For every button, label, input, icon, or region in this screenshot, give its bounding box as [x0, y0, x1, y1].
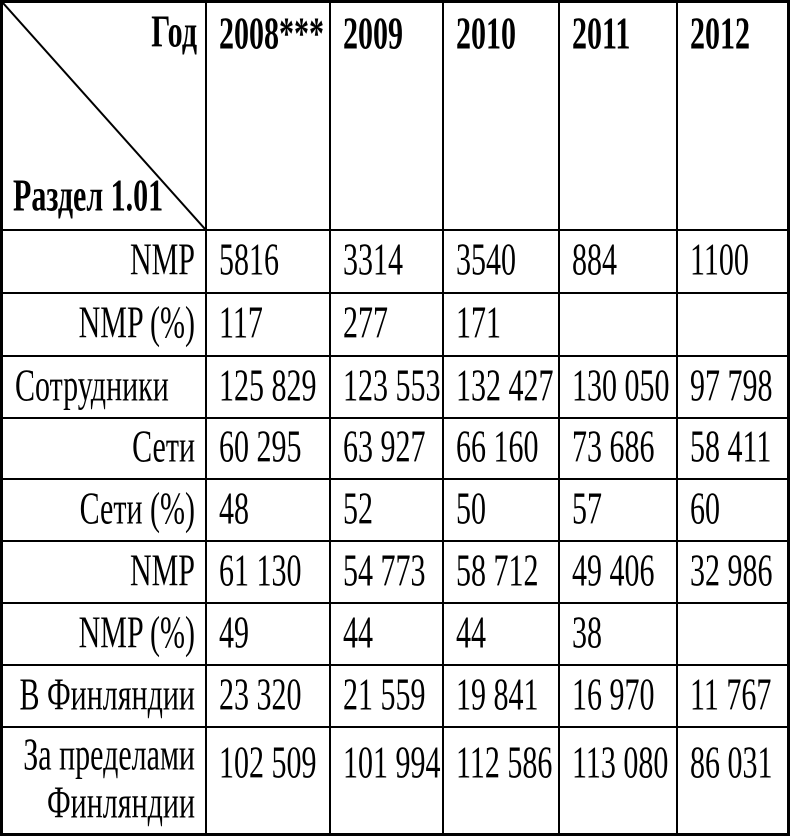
- value-cell: 66 160: [444, 419, 558, 478]
- corner-cell: Год Раздел 1.01: [3, 3, 205, 229]
- value-cell: 58 712: [444, 542, 558, 602]
- year-header-2009: 2009: [331, 3, 442, 229]
- value-cell: 117: [207, 294, 329, 355]
- value-cell: 125 829: [207, 357, 329, 417]
- corner-label-section: Раздел 1.01: [13, 170, 164, 221]
- row-label: В Финляндии: [3, 666, 205, 726]
- value-cell: 101 994: [331, 728, 442, 833]
- value-cell: 21 559: [331, 666, 442, 726]
- value-cell: [560, 294, 676, 355]
- year-header-2008: 2008***: [207, 3, 329, 229]
- value-cell: 3540: [444, 231, 558, 292]
- value-cell: 38: [560, 604, 676, 664]
- value-cell: 11 767: [678, 666, 787, 726]
- value-cell: 5816: [207, 231, 329, 292]
- value-cell: 63 927: [331, 419, 442, 478]
- value-cell: 171: [444, 294, 558, 355]
- value-cell: 3314: [331, 231, 442, 292]
- value-cell: 54 773: [331, 542, 442, 602]
- value-cell: [678, 294, 787, 355]
- row-label: Сети: [3, 419, 205, 478]
- year-header-2010: 2010: [444, 3, 558, 229]
- value-cell: 49: [207, 604, 329, 664]
- value-cell: 48: [207, 480, 329, 540]
- value-cell: 132 427: [444, 357, 558, 417]
- value-cell: 884: [560, 231, 676, 292]
- value-cell: 1100: [678, 231, 787, 292]
- value-cell: 86 031: [678, 728, 787, 833]
- value-cell: 16 970: [560, 666, 676, 726]
- value-cell: 19 841: [444, 666, 558, 726]
- corner-label-year: Год: [151, 7, 197, 57]
- diagonal-line: [3, 3, 205, 229]
- value-cell: 123 553: [331, 357, 442, 417]
- value-cell: [678, 604, 787, 664]
- row-label: NMP (%): [3, 294, 205, 355]
- row-label: NMP: [3, 542, 205, 602]
- year-header-2012: 2012: [678, 3, 787, 229]
- value-cell: 130 050: [560, 357, 676, 417]
- value-cell: 97 798: [678, 357, 787, 417]
- value-cell: 44: [331, 604, 442, 664]
- value-cell: 73 686: [560, 419, 676, 478]
- year-header-2011: 2011: [560, 3, 676, 229]
- value-cell: 61 130: [207, 542, 329, 602]
- value-cell: 23 320: [207, 666, 329, 726]
- value-cell: 44: [444, 604, 558, 664]
- value-cell: 60: [678, 480, 787, 540]
- value-cell: 113 080: [560, 728, 676, 833]
- value-cell: 60 295: [207, 419, 329, 478]
- value-cell: 58 411: [678, 419, 787, 478]
- value-cell: 102 509: [207, 728, 329, 833]
- value-cell: 49 406: [560, 542, 676, 602]
- row-label: За пределами Финляндии: [3, 728, 205, 833]
- row-label: Сотрудники: [3, 357, 205, 417]
- value-cell: 32 986: [678, 542, 787, 602]
- value-cell: 50: [444, 480, 558, 540]
- value-cell: 57: [560, 480, 676, 540]
- row-label: NMP: [3, 231, 205, 292]
- value-cell: 112 586: [444, 728, 558, 833]
- value-cell: 52: [331, 480, 442, 540]
- value-cell: 277: [331, 294, 442, 355]
- row-label: NMP (%): [3, 604, 205, 664]
- row-label: Сети (%): [3, 480, 205, 540]
